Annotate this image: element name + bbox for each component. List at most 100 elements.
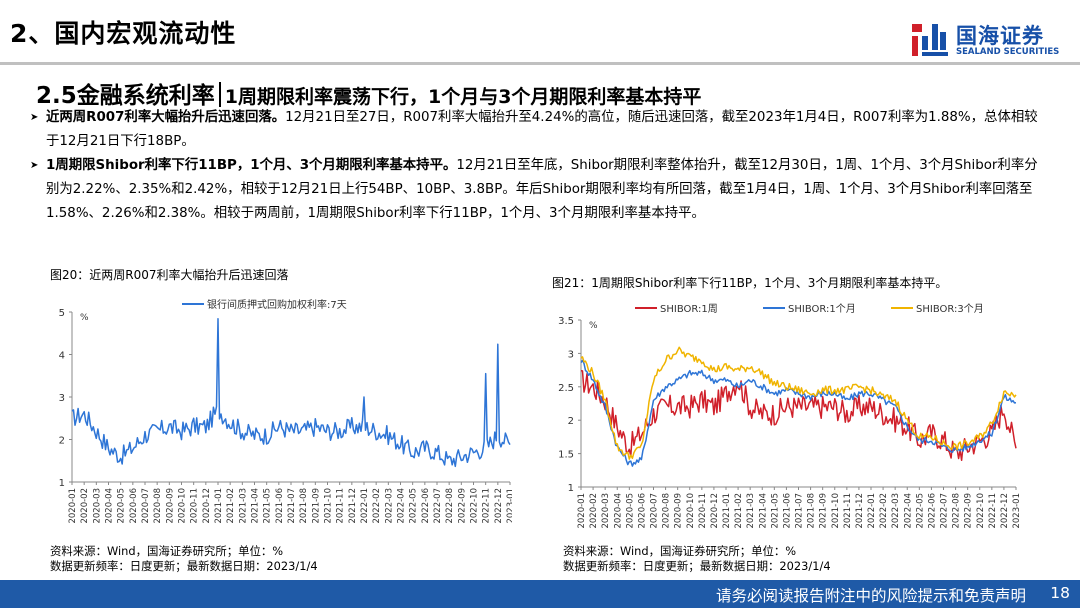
y-tick-label: 2 — [59, 436, 65, 447]
subtitle-rest: 1周期限利率震荡下行，1个月与3个月期限利率基本持平 — [224, 86, 702, 108]
x-tick-label: 2021-11 — [336, 488, 346, 524]
footer-disclaimer: 请务必阅读报告附注中的风险提示和免责声明 — [715, 587, 1026, 605]
x-tick-label: 2020-07 — [141, 488, 151, 524]
x-tick-label: 2022-02 — [372, 488, 382, 524]
figure-21-update: 数据更新频率：日度更新；最新数据日期：2023/1/4 — [563, 559, 831, 573]
legend-label: SHIBOR:3个月 — [916, 303, 984, 315]
x-tick-label: 2020-08 — [662, 493, 672, 529]
x-tick-label: 2020-05 — [625, 493, 635, 529]
x-tick-label: 2021-09 — [311, 488, 321, 524]
company-logo: 国海证券 SEALAND SECURITIES — [908, 18, 1068, 62]
x-tick-label: 2021-09 — [819, 493, 829, 529]
y-tick-label: 3 — [568, 349, 574, 360]
x-tick-label: 2020-01 — [68, 488, 78, 524]
shibor-chart: 11.522.533.5 %2020-01 2020-02 2020-03 2020-0… — [558, 303, 1022, 529]
bullet-arrow-icon: ➤ — [30, 160, 39, 171]
x-tick-label: 2022-11 — [482, 488, 492, 524]
y-tick-label: 5 — [59, 308, 65, 319]
subtitle-separator — [218, 82, 221, 107]
figure-21-notes: 资料来源：Wind，国海证券研究所；单位：% 数据更新频率：日度更新；最新数据日… — [563, 544, 831, 574]
x-tick-label: 2020-04 — [105, 488, 115, 524]
bullet-body: 12月21日至27日，R007利率大幅抬升至4.24%的高位，随后迅速回落，截至… — [46, 110, 1038, 149]
unit-label: % — [80, 313, 89, 323]
x-tick-label: 2020-09 — [165, 488, 175, 524]
x-tick-label: 2021-02 — [734, 493, 744, 529]
legend-label: 银行间质押式回购加权利率:7天 — [207, 298, 347, 311]
x-tick-label: 2022-09 — [964, 493, 974, 529]
legend-label: SHIBOR:1周 — [660, 303, 718, 315]
x-tick-label: 2022-05 — [915, 493, 925, 529]
y-tick-label: 2 — [568, 416, 574, 427]
x-tick-label: 2022-02 — [879, 493, 889, 529]
x-tick-label: 2021-03 — [746, 493, 756, 529]
x-tick-label: 2022-11 — [988, 493, 998, 529]
bullet-heading: 1周期限Shibor利率下行11BP，1个月、3个月期限利率基本持平。 — [46, 158, 457, 173]
x-tick-label: 2022-01 — [867, 493, 877, 529]
y-tick-label: 4 — [59, 351, 65, 362]
logo-mark-icon — [912, 24, 948, 56]
x-tick-label: 2022-07 — [940, 493, 950, 529]
x-tick-label: 2020-06 — [129, 488, 139, 524]
r007-chart: 1 2 3 4 5 % 2020-01 2020-02 2020-03 2020-04 2020-0… — [59, 298, 512, 524]
y-tick-label: 3.5 — [558, 316, 574, 327]
x-tick-label: 2021-06 — [275, 488, 285, 524]
x-tick-label: 2020-11 — [698, 493, 708, 529]
x-tick-label: 2020-08 — [153, 488, 163, 524]
x-tick-label: 2020-10 — [178, 488, 188, 524]
x-tick-label: 2021-11 — [843, 493, 853, 529]
figure-21-title: 图21：1周期限Shibor利率下行11BP，1个月、3个月期限利率基本持平。 — [552, 276, 948, 290]
slide-subtitle: 2.5金融系统利率 1周期限利率震荡下行，1个月与3个月期限利率基本持平 — [36, 76, 701, 110]
y-tick-label: 1.5 — [558, 450, 574, 461]
bullet-list: ➤ 近两周R007利率大幅抬升后迅速回落。12月21日至27日，R007利率大幅… — [30, 106, 1050, 226]
x-tick-label: 2020-03 — [92, 488, 102, 524]
y-tick-label: 3 — [59, 393, 65, 404]
x-tick-label: 2023-01 — [1012, 493, 1022, 529]
x-tick-label: 2022-06 — [927, 493, 937, 529]
x-tick-label: 2022-09 — [457, 488, 467, 524]
header-divider — [0, 62, 1080, 65]
x-tick-label: 2021-07 — [287, 488, 297, 524]
x-tick-label: 2020-02 — [589, 493, 599, 529]
x-tick-label: 2020-07 — [650, 493, 660, 529]
unit-label: % — [589, 321, 598, 331]
logo-english-name: SEALAND SECURITIES — [956, 47, 1060, 57]
x-tick-label: 2021-04 — [251, 488, 261, 524]
y-tick-label: 2.5 — [558, 383, 574, 394]
figure-20-update: 数据更新频率：日度更新；最新数据日期：2023/1/4 — [50, 559, 318, 573]
x-tick-label: 2021-08 — [299, 488, 309, 524]
x-tick-label: 2022-12 — [1000, 493, 1010, 529]
section-title: 2、国内宏观流动性 — [10, 19, 237, 48]
x-tick-label: 2022-03 — [891, 493, 901, 529]
legend-label: SHIBOR:1个月 — [788, 303, 856, 315]
x-tick-label: 2021-02 — [226, 488, 236, 524]
x-tick-label: 2022-10 — [976, 493, 986, 529]
x-tick-label: 2021-01 — [722, 493, 732, 529]
x-tick-label: 2020-03 — [601, 493, 611, 529]
x-tick-label: 2020-01 — [577, 493, 587, 529]
series-line — [580, 370, 1017, 462]
x-tick-label: 2022-07 — [433, 488, 443, 524]
x-tick-label: 2020-06 — [637, 493, 647, 529]
x-tick-label: 2020-12 — [710, 493, 720, 529]
series-line — [580, 359, 1017, 467]
x-tick-label: 2021-12 — [855, 493, 865, 529]
x-tick-label: 2022-12 — [494, 488, 504, 524]
x-tick-label: 2020-12 — [202, 488, 212, 524]
bullet-heading: 近两周R007利率大幅抬升后迅速回落。 — [46, 110, 286, 125]
subtitle-main: 2.5金融系统利率 — [36, 83, 215, 109]
x-tick-label: 2022-08 — [952, 493, 962, 529]
x-tick-label: 2021-08 — [807, 493, 817, 529]
x-tick-label: 2022-05 — [409, 488, 419, 524]
y-tick-label: 1 — [59, 478, 65, 489]
x-tick-label: 2021-03 — [238, 488, 248, 524]
bullet-body: 12月21日至年底，Shibor期限利率整体抬升，截至12月30日，1周、1个月… — [46, 158, 1038, 221]
logo-chinese-name: 国海证券 — [956, 24, 1044, 48]
series-line — [71, 318, 511, 468]
x-tick-label: 2022-03 — [384, 488, 394, 524]
x-tick-label: 2020-02 — [80, 488, 90, 524]
x-tick-label: 2023-01 — [506, 488, 512, 524]
x-tick-label: 2020-09 — [674, 493, 684, 529]
x-tick-label: 2021-04 — [758, 493, 768, 529]
bullet-item: ➤ 1周期限Shibor利率下行11BP，1个月、3个月期限利率基本持平。12月… — [30, 154, 1050, 226]
x-tick-label: 2022-04 — [397, 488, 407, 524]
